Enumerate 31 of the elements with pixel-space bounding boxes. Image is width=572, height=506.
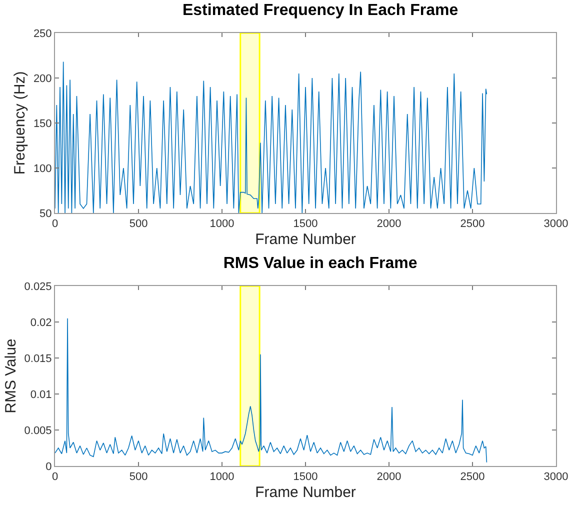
x-tick-label: 3000	[544, 471, 568, 484]
y-axis-title: RMS Value	[2, 338, 20, 414]
y-tick-label: 0.015	[24, 352, 52, 365]
line-series	[55, 318, 488, 463]
x-axis-title: Frame Number	[255, 484, 356, 502]
line-series	[55, 61, 488, 213]
x-tick-label: 500	[129, 471, 148, 484]
y-tick-label: 50	[40, 208, 52, 220]
x-tick-label: 1000	[210, 218, 234, 230]
x-tick-label: 1500	[293, 218, 318, 230]
x-tick-label: 2500	[460, 471, 485, 484]
y-tick-label: 250	[33, 28, 52, 40]
y-tick-label: 0.025	[24, 280, 52, 293]
chart-title: Estimated Frequency In Each Frame	[182, 2, 458, 19]
y-tick-label: 0	[46, 460, 52, 473]
x-tick-label: 500	[129, 218, 148, 230]
x-tick-label: 1000	[210, 471, 234, 484]
x-tick-label: 1500	[293, 471, 318, 484]
y-tick-label: 0.02	[30, 316, 52, 329]
chart-title: RMS Value in each Frame	[223, 254, 418, 272]
y-tick-label: 200	[33, 72, 52, 85]
x-tick-label: 2500	[460, 218, 485, 230]
y-tick-label: 150	[33, 118, 52, 130]
x-axis-title: Frame Number	[255, 231, 356, 248]
y-tick-label: 0.005	[24, 424, 52, 437]
y-tick-label: 100	[33, 162, 52, 175]
y-axis-title: Frequency (Hz)	[12, 71, 29, 175]
y-tick-label: 0.01	[30, 388, 52, 401]
x-tick-label: 3000	[544, 218, 568, 230]
x-tick-label: 2000	[376, 471, 402, 484]
x-tick-label: 2000	[376, 218, 402, 230]
